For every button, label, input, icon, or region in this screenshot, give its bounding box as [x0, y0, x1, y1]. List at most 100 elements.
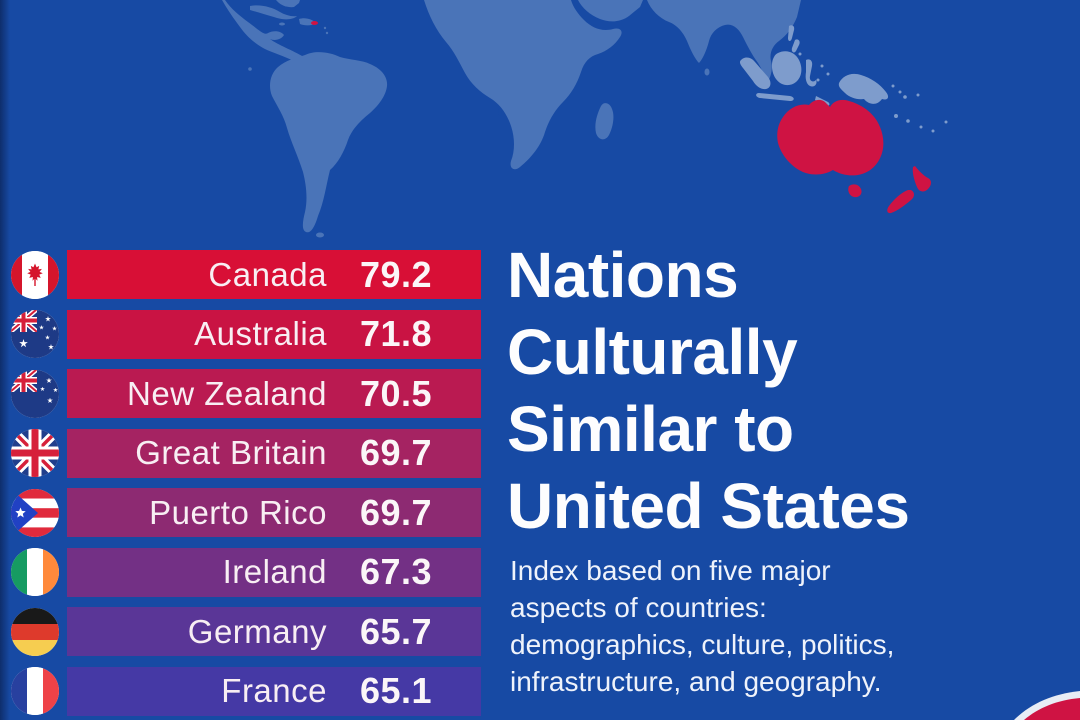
- map-florida-bahamas: [276, 0, 300, 8]
- country-label: Puerto Rico: [149, 493, 327, 531]
- map-tierra-del-fuego: [316, 232, 324, 238]
- map-sri-lanka: [704, 68, 710, 76]
- title-line: Nations: [507, 239, 739, 311]
- page-title: Nations Culturally Similar to United Sta…: [507, 237, 1067, 545]
- union-jack-canton-icon: [11, 369, 37, 392]
- map-philippines: [798, 52, 802, 56]
- similarity-bar-chart: Canada 79.2 Australi: [11, 250, 481, 716]
- new-zealand-flag-field: [11, 369, 59, 418]
- map-cuba: [250, 5, 297, 20]
- map-pacific-islands: [931, 129, 935, 133]
- new-zealand-flag-icon: [11, 369, 59, 418]
- score-value: 65.1: [359, 670, 433, 711]
- map-pacific-islands: [903, 95, 907, 99]
- subtitle-line: aspects of countries:: [510, 592, 767, 623]
- bar-row-germany: Germany 65.7: [11, 607, 481, 656]
- map-tasmania-highlight: [848, 184, 862, 198]
- map-moluccas: [816, 78, 820, 82]
- swoosh-red-band: [1024, 698, 1080, 720]
- subtitle-line: Index based on five major: [510, 555, 831, 586]
- map-jamaica: [279, 22, 285, 26]
- germany-flag-bands: [11, 607, 59, 656]
- union-jack-canton-icon: [11, 310, 37, 332]
- score-value: 71.8: [359, 313, 433, 354]
- map-sumatra: [739, 57, 771, 90]
- southern-cross-star-icon: [53, 387, 58, 393]
- title-line: United States: [507, 470, 910, 542]
- map-moluccas: [820, 64, 824, 68]
- canada-flag-bands: [11, 250, 59, 299]
- map-moluccas: [826, 72, 830, 76]
- country-label: Great Britain: [135, 434, 327, 471]
- southern-cross-star-icon: [52, 326, 57, 331]
- ireland-flag-bands: [11, 548, 59, 596]
- map-australia-highlight: [777, 99, 884, 176]
- map-africa: [424, 0, 622, 170]
- subtitle: Index based on five major aspects of cou…: [510, 552, 990, 700]
- map-madagascar: [595, 103, 614, 140]
- france-flag-icon: [11, 667, 59, 715]
- map-new-zealand-south-highlight: [887, 190, 914, 214]
- map-sulawesi: [805, 59, 817, 87]
- bar-row-australia: Australia 71.8: [11, 309, 481, 359]
- corner-swoosh: [1014, 691, 1080, 720]
- score-value: 69.7: [359, 491, 433, 533]
- score-value: 79.2: [359, 253, 433, 295]
- map-arabian-peninsula: [578, 0, 643, 22]
- country-label: Ireland: [222, 553, 327, 590]
- score-value: 70.5: [359, 372, 433, 414]
- southern-cross-star-icon: [48, 344, 54, 350]
- map-pacific-islands: [919, 125, 923, 129]
- country-label: France: [221, 672, 327, 709]
- map-borneo: [771, 51, 802, 86]
- map-lesser-antilles: [325, 31, 329, 35]
- subtitle-line: demographics, culture, politics,: [510, 629, 895, 660]
- bar-row-ireland: Ireland 67.3: [11, 547, 481, 597]
- france-flag-bands: [11, 667, 59, 715]
- germany-bar: Germany 65.7: [67, 607, 481, 656]
- bar-row-puerto-rico: Puerto Rico 69.7: [11, 488, 481, 537]
- ireland-bar: Ireland 67.3: [67, 547, 481, 597]
- country-label: New Zealand: [127, 374, 327, 412]
- bar-row-great-britain: Great Britain 69.7: [11, 428, 481, 478]
- southern-cross-star-icon: [46, 377, 52, 383]
- bar-row-france: France 65.1: [11, 666, 481, 716]
- subtitle-line: infrastructure, and geography.: [510, 666, 882, 697]
- map-south-asia: [647, 0, 801, 83]
- puerto-rico-bar: Puerto Rico 69.7: [67, 488, 481, 537]
- score-value: 67.3: [359, 551, 433, 592]
- map-central-america: [222, 0, 320, 71]
- ireland-flag-icon: [11, 548, 59, 596]
- map-pacific-islands: [898, 90, 902, 94]
- australia-flag-field: [11, 310, 59, 358]
- map-puerto-rico-highlight: [311, 21, 318, 25]
- map-java: [756, 93, 794, 101]
- country-label: Australia: [194, 315, 327, 352]
- score-value: 69.7: [359, 432, 433, 473]
- map-lake-africa: [498, 108, 502, 116]
- southern-cross-star-icon: [40, 386, 45, 392]
- map-new-guinea: [838, 73, 889, 104]
- canada-bar: Canada 79.2: [67, 250, 481, 299]
- france-bar: France 65.1: [67, 666, 481, 716]
- commonwealth-star-icon: [19, 339, 28, 348]
- country-label: Germany: [187, 612, 327, 650]
- map-pacific-islands: [894, 114, 898, 118]
- great-britain-flag-icon: [11, 429, 59, 477]
- map-pacific-islands: [944, 120, 948, 124]
- canada-flag-icon: [11, 250, 59, 299]
- map-philippines: [791, 39, 800, 53]
- southern-cross-star-icon: [39, 325, 44, 330]
- map-south-america: [270, 52, 388, 233]
- map-philippines: [788, 25, 795, 41]
- map-new-zealand-north-highlight: [912, 166, 931, 192]
- map-lesser-antilles: [323, 26, 327, 30]
- map-pacific-islands: [891, 84, 895, 88]
- puerto-rico-flag-icon: [11, 488, 59, 537]
- bar-row-canada: Canada 79.2: [11, 250, 481, 299]
- germany-flag-icon: [11, 607, 59, 656]
- southern-cross-star-icon: [45, 316, 51, 322]
- title-line: Similar to: [507, 393, 794, 465]
- new-zealand-bar: New Zealand 70.5: [67, 369, 481, 418]
